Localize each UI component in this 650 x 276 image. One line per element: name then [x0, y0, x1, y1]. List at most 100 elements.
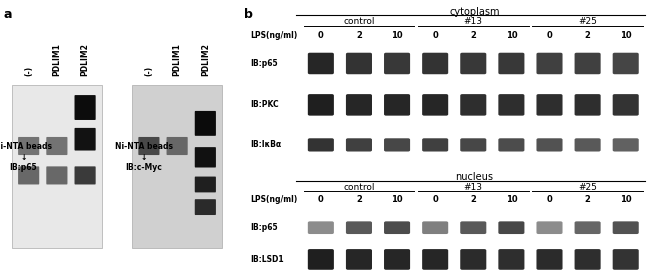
FancyBboxPatch shape — [499, 94, 525, 116]
FancyBboxPatch shape — [422, 221, 448, 234]
FancyBboxPatch shape — [422, 249, 448, 270]
FancyBboxPatch shape — [613, 221, 639, 234]
FancyBboxPatch shape — [195, 177, 216, 192]
Text: control: control — [343, 17, 374, 26]
FancyBboxPatch shape — [613, 138, 639, 152]
FancyBboxPatch shape — [308, 53, 334, 74]
FancyBboxPatch shape — [422, 94, 448, 116]
FancyBboxPatch shape — [460, 138, 486, 152]
FancyBboxPatch shape — [308, 94, 334, 116]
Text: PDLIM2: PDLIM2 — [81, 43, 90, 76]
FancyBboxPatch shape — [384, 138, 410, 152]
Text: PDLIM1: PDLIM1 — [53, 43, 61, 76]
FancyBboxPatch shape — [575, 53, 601, 74]
FancyBboxPatch shape — [460, 53, 486, 74]
Text: #13: #13 — [464, 183, 483, 192]
FancyBboxPatch shape — [132, 85, 222, 248]
Text: Ni-NTA beads
↓
IB:c-Myc: Ni-NTA beads ↓ IB:c-Myc — [114, 142, 173, 172]
Text: #13: #13 — [464, 17, 483, 26]
Text: cytoplasm: cytoplasm — [449, 7, 499, 17]
FancyBboxPatch shape — [499, 138, 525, 152]
FancyBboxPatch shape — [12, 85, 102, 248]
Text: 0: 0 — [318, 31, 324, 39]
FancyBboxPatch shape — [422, 138, 448, 152]
Text: PDLIM2: PDLIM2 — [201, 43, 210, 76]
Text: 10: 10 — [391, 195, 403, 204]
FancyBboxPatch shape — [460, 249, 486, 270]
Text: 10: 10 — [620, 195, 632, 204]
FancyBboxPatch shape — [18, 166, 39, 184]
Text: a: a — [3, 8, 12, 21]
Text: b: b — [244, 8, 253, 21]
Text: IB:LSD1: IB:LSD1 — [250, 255, 284, 264]
FancyBboxPatch shape — [422, 53, 448, 74]
Text: (-): (-) — [24, 66, 33, 76]
FancyBboxPatch shape — [384, 249, 410, 270]
FancyBboxPatch shape — [575, 94, 601, 116]
FancyBboxPatch shape — [460, 221, 486, 234]
Text: Ni-NTA beads
↓
IB:p65: Ni-NTA beads ↓ IB:p65 — [0, 142, 53, 172]
Text: 10: 10 — [391, 31, 403, 39]
Text: #25: #25 — [578, 183, 597, 192]
FancyBboxPatch shape — [195, 199, 216, 215]
Text: 2: 2 — [471, 195, 476, 204]
Text: 10: 10 — [506, 31, 517, 39]
Text: 0: 0 — [318, 195, 324, 204]
FancyBboxPatch shape — [195, 147, 216, 168]
FancyBboxPatch shape — [384, 221, 410, 234]
FancyBboxPatch shape — [499, 221, 525, 234]
FancyBboxPatch shape — [384, 53, 410, 74]
Text: nucleus: nucleus — [455, 172, 493, 182]
FancyBboxPatch shape — [536, 94, 562, 116]
FancyBboxPatch shape — [166, 137, 188, 155]
FancyBboxPatch shape — [195, 111, 216, 136]
Text: 0: 0 — [547, 195, 552, 204]
Text: LPS(ng/ml): LPS(ng/ml) — [250, 31, 298, 39]
FancyBboxPatch shape — [75, 166, 96, 184]
FancyBboxPatch shape — [499, 53, 525, 74]
Text: 2: 2 — [471, 31, 476, 39]
FancyBboxPatch shape — [346, 94, 372, 116]
Text: 2: 2 — [584, 195, 591, 204]
FancyBboxPatch shape — [346, 221, 372, 234]
Text: 2: 2 — [356, 195, 362, 204]
FancyBboxPatch shape — [536, 221, 562, 234]
FancyBboxPatch shape — [308, 138, 334, 152]
FancyBboxPatch shape — [46, 137, 68, 155]
Text: IB:p65: IB:p65 — [250, 223, 278, 232]
FancyBboxPatch shape — [575, 249, 601, 270]
Text: control: control — [343, 183, 374, 192]
Text: 0: 0 — [547, 31, 552, 39]
FancyBboxPatch shape — [308, 249, 334, 270]
FancyBboxPatch shape — [346, 249, 372, 270]
FancyBboxPatch shape — [18, 137, 39, 155]
Text: 0: 0 — [432, 195, 438, 204]
Text: IB:p65: IB:p65 — [250, 59, 278, 68]
FancyBboxPatch shape — [308, 221, 334, 234]
Text: 0: 0 — [432, 31, 438, 39]
Text: IB:PKC: IB:PKC — [250, 100, 279, 109]
Text: LPS(ng/ml): LPS(ng/ml) — [250, 195, 298, 204]
FancyBboxPatch shape — [536, 249, 562, 270]
FancyBboxPatch shape — [75, 128, 96, 150]
FancyBboxPatch shape — [346, 53, 372, 74]
Text: 10: 10 — [620, 31, 632, 39]
FancyBboxPatch shape — [75, 95, 96, 120]
FancyBboxPatch shape — [138, 137, 159, 155]
FancyBboxPatch shape — [46, 166, 68, 184]
Text: (-): (-) — [144, 66, 153, 76]
FancyBboxPatch shape — [613, 249, 639, 270]
FancyBboxPatch shape — [346, 138, 372, 152]
FancyBboxPatch shape — [536, 53, 562, 74]
Text: #25: #25 — [578, 17, 597, 26]
FancyBboxPatch shape — [460, 94, 486, 116]
FancyBboxPatch shape — [384, 94, 410, 116]
Text: PDLIM1: PDLIM1 — [173, 43, 181, 76]
Text: IB:IκBα: IB:IκBα — [250, 140, 281, 149]
FancyBboxPatch shape — [499, 249, 525, 270]
Text: 2: 2 — [356, 31, 362, 39]
FancyBboxPatch shape — [613, 94, 639, 116]
Text: 10: 10 — [506, 195, 517, 204]
FancyBboxPatch shape — [575, 221, 601, 234]
FancyBboxPatch shape — [575, 138, 601, 152]
